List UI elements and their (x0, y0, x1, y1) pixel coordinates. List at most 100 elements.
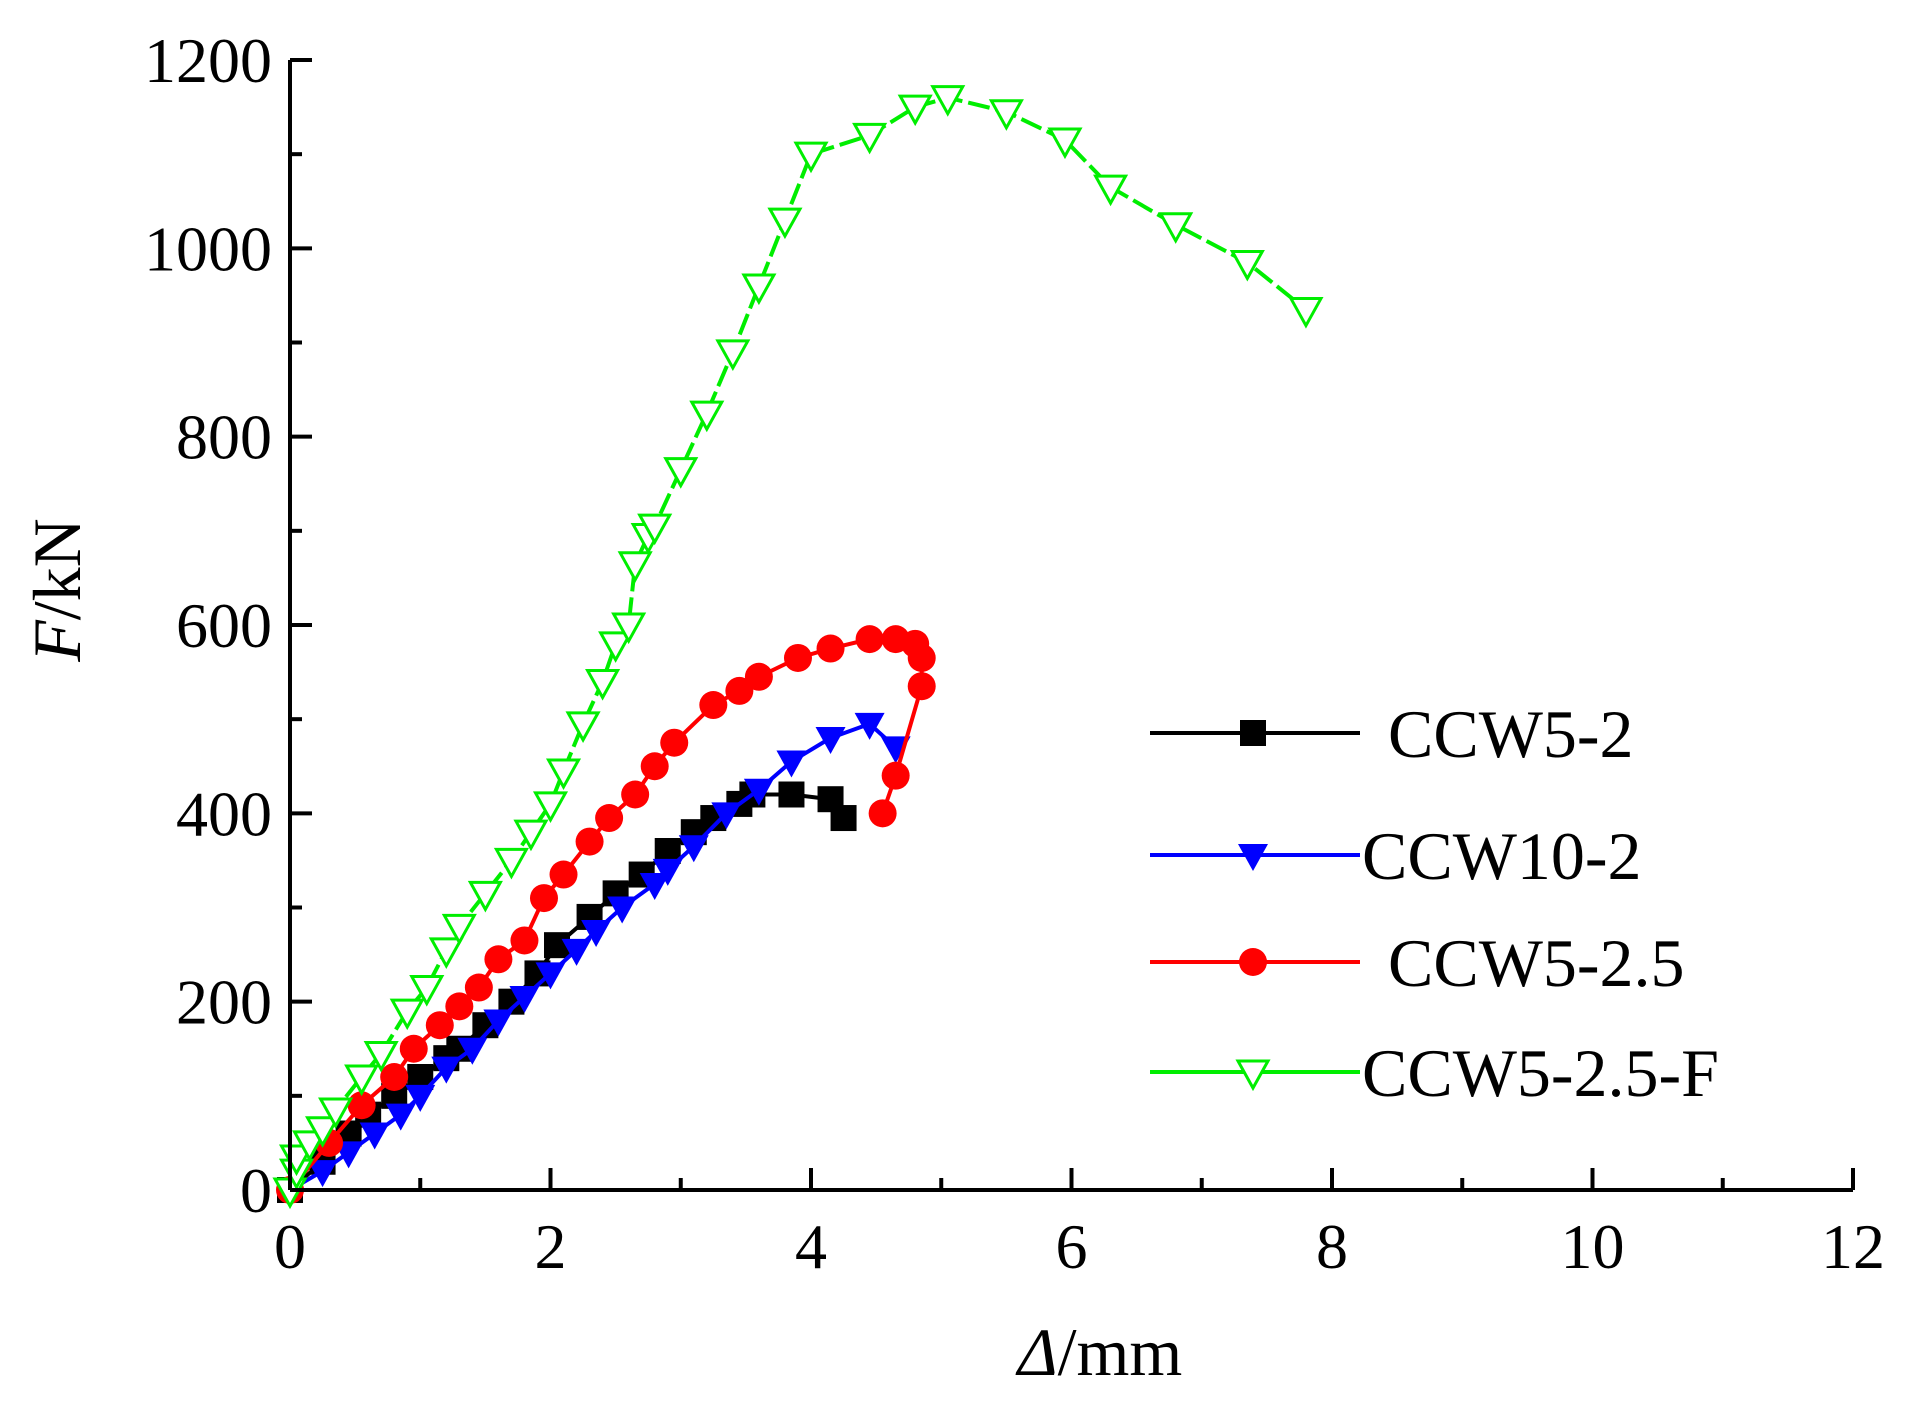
data-point-ccw5-2-5-f (897, 94, 933, 127)
legend-item-ccw5-2-5-f: CCW5-2.5-F (1150, 1035, 1719, 1111)
data-point-ccw5-2-5-f (611, 612, 647, 645)
x-axis-variable: Δ (1015, 1314, 1058, 1390)
data-point-ccw5-2-5-f (741, 273, 777, 306)
data-point-ccw10-2 (607, 896, 638, 924)
data-point-ccw5-2-5-f (428, 937, 464, 969)
data-point-ccw5-2-5-f (767, 207, 803, 240)
data-point-ccw5-2-5 (595, 804, 624, 833)
data-point-ccw5-2-5-f (793, 141, 829, 174)
y-tick-label: 1000 (144, 213, 272, 284)
data-point-ccw5-2-5 (445, 992, 474, 1021)
data-point-ccw5-2-5-f (441, 913, 477, 946)
data-point-ccw5-2-5 (855, 625, 884, 654)
x-axis-unit: /mm (1058, 1314, 1183, 1390)
data-point-ccw5-2-5-f (305, 1116, 341, 1148)
data-point-ccw5-2-5-f (344, 1064, 380, 1097)
data-point-ccw10-2 (581, 920, 612, 948)
data-point-ccw5-2-5-f (637, 513, 673, 546)
data-point-ccw10-2 (359, 1122, 390, 1150)
y-axis-unit: /kN (19, 518, 95, 620)
data-point-ccw5-2-5 (907, 643, 936, 672)
x-tick-label: 12 (1821, 1211, 1885, 1282)
data-point-ccw5-2-5 (347, 1091, 376, 1120)
y-axis-variable: F (19, 619, 95, 663)
legend-item-ccw5-2-5: CCW5-2.5 (1150, 925, 1685, 1001)
data-point-ccw10-2 (561, 938, 592, 966)
data-point-ccw5-2-5-f (852, 122, 888, 155)
data-point-ccw5-2-5-f (663, 457, 699, 489)
series-ccw5-2-5 (276, 625, 936, 1204)
series-ccw10-2 (275, 712, 911, 1206)
data-point-ccw5-2-5 (529, 884, 558, 913)
data-point-ccw5-2-5 (868, 799, 897, 828)
data-point-ccw10-2 (385, 1103, 416, 1131)
data-point-ccw10-2 (639, 872, 670, 900)
data-point-ccw5-2-5-f (565, 711, 601, 743)
x-tick-label: 4 (795, 1211, 827, 1282)
y-tick-label: 1200 (144, 25, 272, 96)
legend-marker (1239, 948, 1267, 976)
legend-label: CCW5-2 (1388, 696, 1634, 772)
data-point-ccw5-2-5 (621, 780, 650, 809)
data-point-ccw10-2 (711, 802, 742, 830)
legend-label: CCW10-2 (1362, 818, 1642, 894)
y-tick-label: 400 (176, 778, 272, 849)
data-point-ccw5-2-5-f (493, 847, 529, 880)
data-point-ccw5-2-5-f (532, 791, 569, 824)
legend-marker (1240, 720, 1266, 746)
data-point-ccw5-2-5-f (689, 400, 725, 433)
data-point-ccw5-2-5 (399, 1034, 428, 1063)
legend: CCW5-2 CCW10-2 CCW5-2.5 CCW5-2.5-F (1150, 696, 1719, 1111)
data-point-ccw5-2-5-f (1229, 249, 1265, 282)
data-point-ccw5-2-5 (881, 761, 910, 790)
x-tick-label: 8 (1316, 1211, 1348, 1282)
data-point-ccw5-2-5-f (545, 758, 582, 791)
legend-item-ccw5-2: CCW5-2 (1150, 696, 1634, 772)
data-point-ccw5-2-5 (907, 672, 936, 701)
data-point-ccw5-2-5-f (389, 998, 425, 1031)
data-point-ccw10-2 (483, 1009, 514, 1037)
data-point-ccw5-2-5-f (467, 880, 503, 913)
series-ccw5-2-5-f (272, 85, 1324, 1210)
data-point-ccw10-2 (457, 1037, 488, 1065)
data-point-ccw10-2 (652, 858, 683, 886)
data-point-ccw5-2-5-f (513, 819, 549, 852)
data-point-ccw5-2-5 (660, 728, 689, 757)
y-tick-label: 600 (176, 590, 272, 661)
data-point-ccw5-2-5 (816, 634, 845, 663)
data-point-ccw5-2-5 (464, 973, 493, 1002)
data-point-ccw5-2-5 (380, 1063, 409, 1091)
data-point-ccw5-2-5-f (930, 85, 966, 117)
data-point-ccw5-2-5-f (363, 1040, 399, 1073)
data-point-ccw5-2-5-f (1047, 127, 1083, 160)
data-point-ccw5-2-5-f (585, 669, 621, 701)
data-point-ccw5-2-5-f (318, 1097, 354, 1130)
series-layer (272, 85, 1324, 1210)
x-tick-label: 0 (274, 1211, 306, 1282)
x-tick-label: 6 (1056, 1211, 1088, 1282)
data-point-ccw10-2 (678, 835, 709, 863)
data-point-ccw5-2-5 (484, 945, 513, 974)
y-tick-label: 800 (176, 402, 272, 473)
data-point-ccw5-2-5-f (988, 99, 1024, 131)
x-ticks: 0 2 4 6 8 10 12 (274, 1168, 1885, 1282)
legend-marker (1238, 844, 1268, 871)
data-point-ccw10-2 (431, 1056, 462, 1084)
y-ticks: 0 200 400 600 800 1000 1200 (144, 25, 312, 1226)
data-point-ccw5-2-5 (510, 926, 539, 955)
data-point-ccw5-2-5-f (1093, 174, 1129, 207)
data-point-ccw5-2-5-f (1288, 297, 1324, 329)
data-point-ccw10-2 (535, 962, 566, 990)
data-point-ccw5-2-5 (744, 662, 773, 691)
data-point-ccw5-2-5 (549, 860, 578, 889)
data-point-ccw10-2 (509, 985, 540, 1013)
data-point-ccw5-2 (830, 805, 857, 832)
x-tick-label: 10 (1561, 1211, 1625, 1282)
data-point-ccw10-2 (854, 712, 885, 740)
data-point-ccw5-2-5 (575, 827, 604, 856)
data-point-ccw10-2 (405, 1084, 436, 1112)
data-point-ccw10-2 (307, 1160, 338, 1188)
plot-area: 0 2 4 6 8 10 12 0 200 400 600 800 1000 1200 (144, 25, 1885, 1282)
data-point-ccw5-2-5 (725, 676, 754, 705)
